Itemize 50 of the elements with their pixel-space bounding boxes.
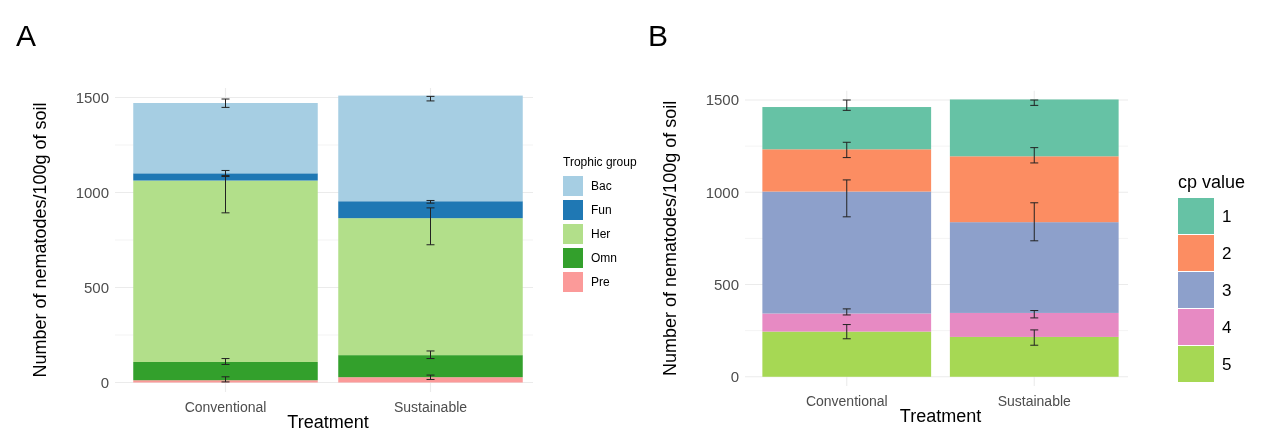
bar: [949, 99, 1119, 157]
x-axis-title: Treatment: [899, 406, 982, 426]
bar: [949, 222, 1119, 313]
bar: [133, 180, 318, 362]
y-tick-label: 0: [730, 368, 739, 386]
legend-label: Omn: [591, 251, 618, 266]
bar: [762, 107, 932, 150]
y-axis-title: Number of nematodes/100g of soil: [30, 102, 50, 378]
legend-label: 5: [1222, 354, 1232, 374]
bar: [762, 191, 932, 314]
legend-label: 2: [1222, 243, 1232, 263]
chart-title: A: [16, 19, 37, 52]
x-tick-label: Conventional: [805, 393, 888, 409]
legend-title: cp value: [1178, 172, 1246, 192]
bar: [762, 149, 932, 192]
bar: [949, 156, 1119, 223]
legend-label: Her: [591, 227, 611, 242]
legend-label: 3: [1222, 280, 1232, 300]
legend-label: 4: [1222, 317, 1232, 337]
chart-title: B: [648, 19, 669, 52]
x-tick-label: Conventional: [184, 399, 267, 415]
bar: [133, 173, 318, 181]
y-tick-label: 1500: [75, 88, 109, 106]
legend-label: Pre: [591, 275, 610, 290]
y-axis-title: Number of nematodes/100g of soil: [660, 100, 680, 376]
y-tick-label: 0: [100, 373, 109, 391]
legend-label: 1: [1222, 206, 1232, 226]
bar: [133, 361, 318, 381]
x-tick-label: Sustainable: [997, 393, 1072, 409]
bar: [949, 336, 1119, 377]
bar: [949, 312, 1119, 337]
bar: [133, 380, 318, 383]
bar: [133, 103, 318, 174]
legend-label: Bac: [591, 179, 612, 194]
y-tick-label: 500: [713, 275, 739, 293]
y-tick-label: 1500: [705, 91, 739, 109]
bar: [338, 355, 523, 378]
legend-title: Trophic group: [563, 155, 637, 169]
bar: [762, 331, 932, 377]
bar: [762, 313, 932, 332]
bar: [338, 218, 523, 356]
x-axis-title: Treatment: [287, 412, 369, 432]
y-tick-label: 1000: [705, 183, 739, 201]
x-tick-label: Sustainable: [393, 399, 468, 415]
bar: [338, 201, 523, 219]
legend-label: Fun: [591, 203, 612, 218]
y-tick-label: 1000: [75, 183, 109, 201]
y-tick-label: 500: [83, 278, 109, 296]
bar: [338, 95, 523, 202]
bar: [338, 377, 523, 383]
